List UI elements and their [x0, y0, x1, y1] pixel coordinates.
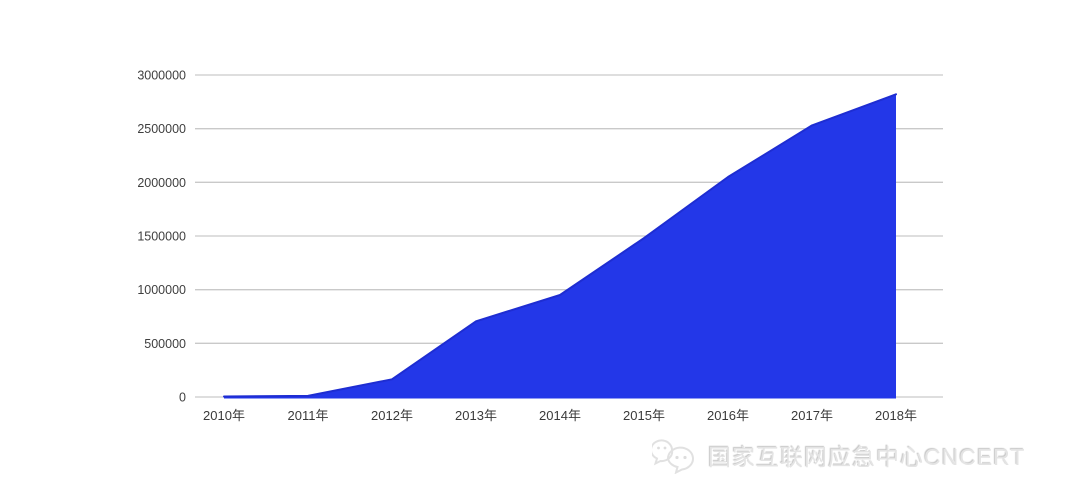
- y-axis-tick-label: 500000: [144, 337, 186, 351]
- y-axis-tick-label: 0: [179, 391, 186, 405]
- x-axis-tick-label: 2013年: [455, 408, 497, 423]
- y-axis-tick-label: 1000000: [137, 283, 186, 297]
- chat-bubbles-logo-icon: [652, 439, 694, 474]
- y-axis-tick-label: 3000000: [137, 69, 186, 83]
- x-axis-tick-label: 2017年: [791, 408, 833, 423]
- x-axis-tick-label: 2010年: [203, 408, 245, 423]
- area-fill: [224, 94, 896, 399]
- y-axis-labels: 0 500000 1000000 1500000 2000000 2500000 30000…: [137, 69, 186, 405]
- y-axis-tick-label: 1500000: [137, 230, 186, 244]
- area-top-edge: [223, 93, 897, 398]
- watermark: 国家互联网应急中心CNCERT: [652, 436, 1025, 474]
- x-axis-labels: 2010年 2011年 2012年 2013年 2014年 2015年 2016年 2017年…: [203, 408, 917, 423]
- watermark-text: 国家互联网应急中心CNCERT: [708, 444, 1026, 470]
- x-axis-tick-label: 2014年: [539, 408, 581, 423]
- y-axis-tick-label: 2000000: [137, 176, 186, 190]
- x-axis-tick-label: 2015年: [623, 408, 665, 423]
- x-axis-tick-label: 2012年: [371, 408, 413, 423]
- area-series: [223, 93, 897, 399]
- x-axis-tick-label: 2018年: [875, 408, 917, 423]
- x-axis-tick-label: 2016年: [707, 408, 749, 423]
- y-axis-tick-label: 2500000: [137, 122, 186, 136]
- x-axis-tick-label: 2011年: [288, 408, 329, 423]
